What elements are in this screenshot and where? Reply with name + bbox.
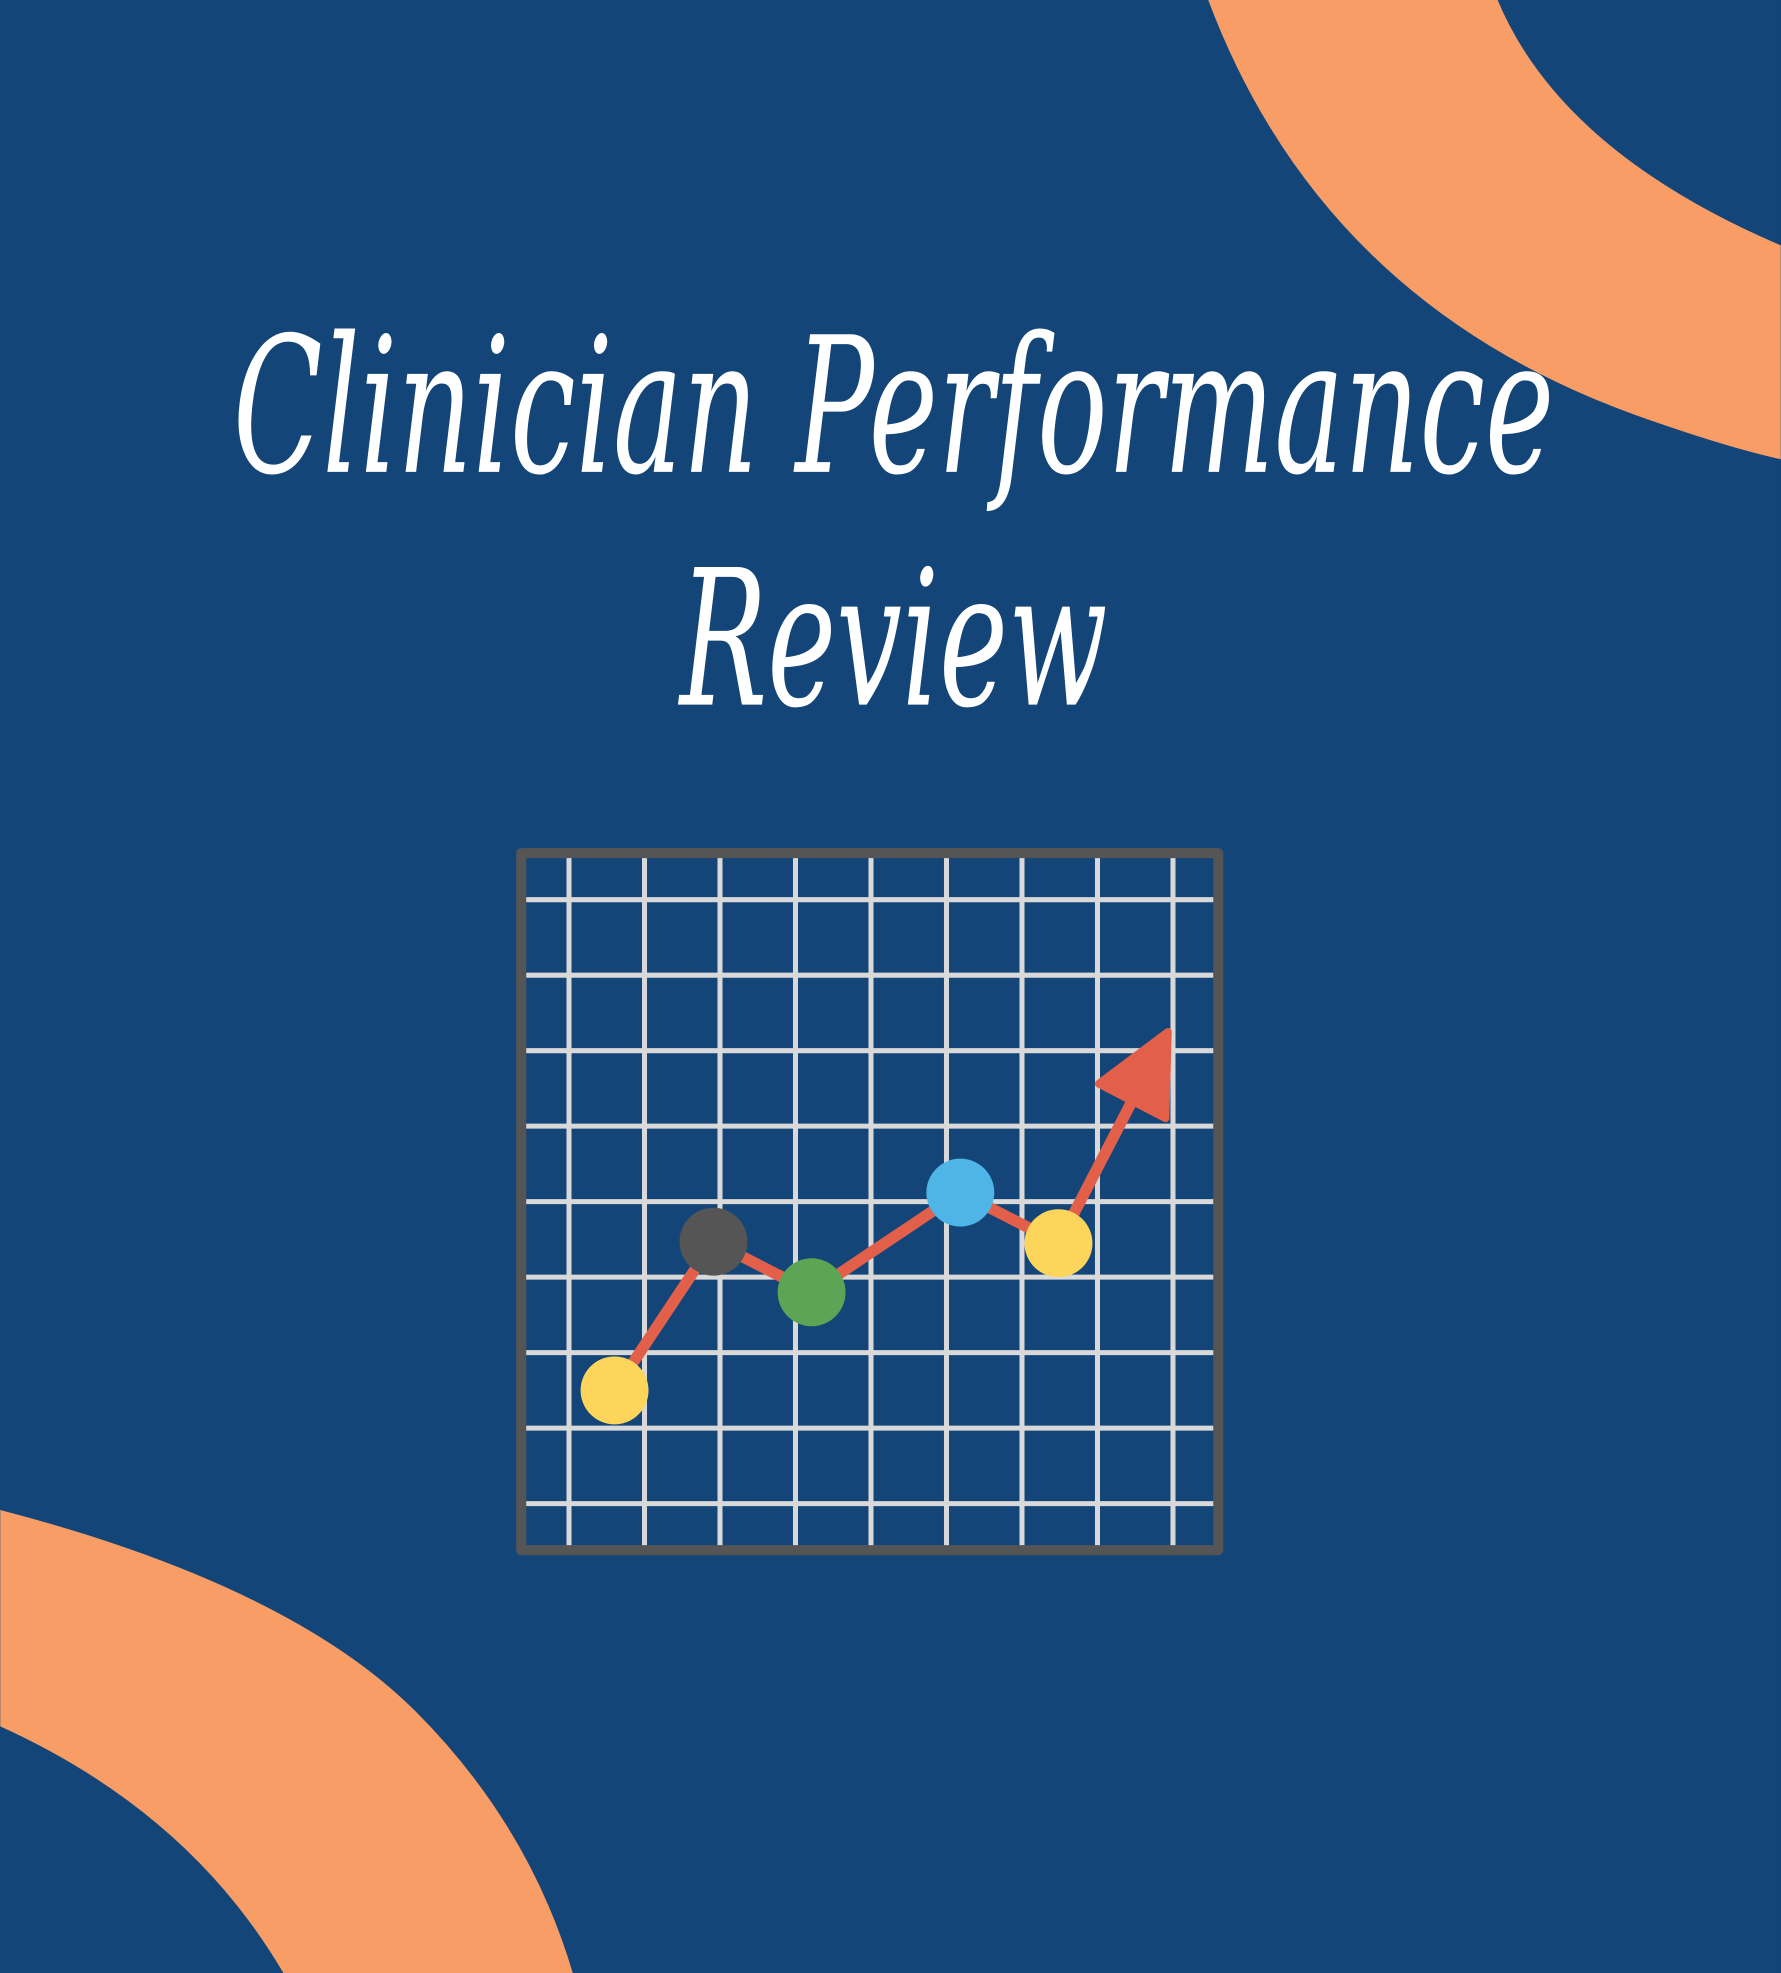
data-point: [580, 1356, 649, 1425]
bottom-left-arc: [0, 1509, 573, 1973]
chart-marks: [580, 1028, 1172, 1425]
data-point: [679, 1207, 748, 1276]
chart-frame: [516, 848, 1224, 1556]
chart-illustration: [516, 848, 1224, 1556]
title-line-2: Review: [678, 530, 1108, 750]
data-point: [926, 1158, 995, 1227]
data-point: [1024, 1209, 1093, 1278]
title-line-1: Clinician Performance: [233, 297, 1554, 517]
top-right-arc: [1208, 0, 1781, 460]
chart-grid: [523, 855, 1216, 1548]
data-point: [777, 1258, 846, 1327]
arrow-head-icon: [1094, 1028, 1172, 1123]
